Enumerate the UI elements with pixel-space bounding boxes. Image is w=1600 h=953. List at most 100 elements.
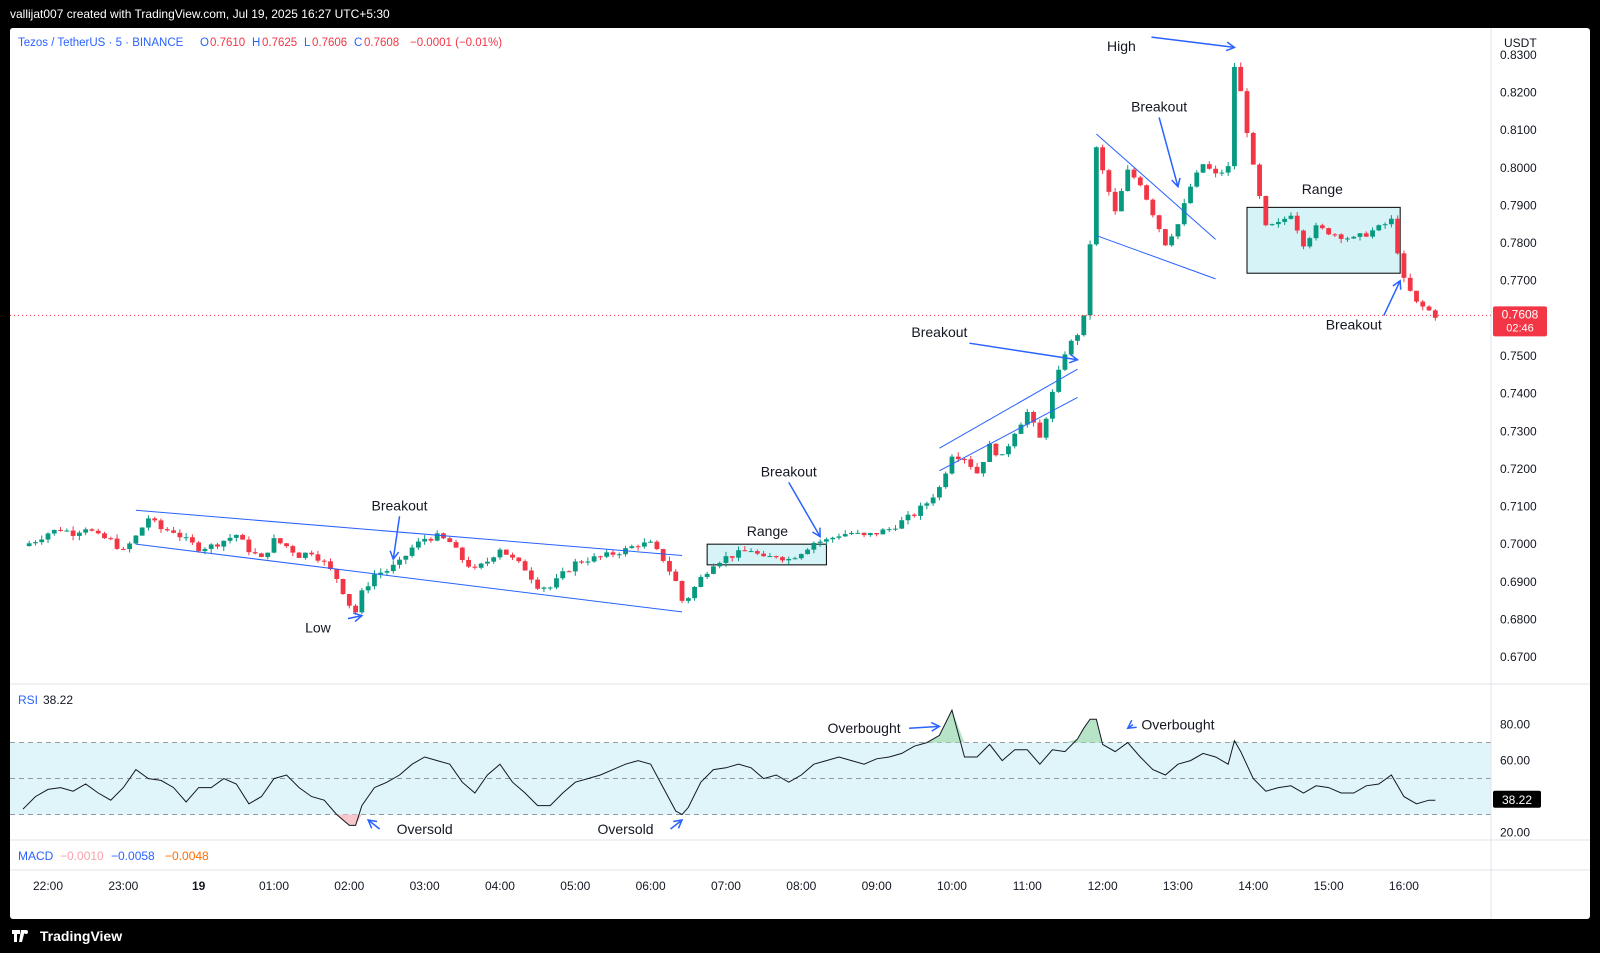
channel-lower-line (135, 543, 683, 613)
candle-down (993, 443, 999, 456)
candle-up (1345, 238, 1350, 240)
candle-up (943, 473, 949, 488)
candle-up (736, 550, 741, 558)
footer-bar[interactable]: TradingView (0, 919, 1600, 953)
candle-up (924, 503, 930, 506)
symbol-legend[interactable]: Tezos / TetherUS · 5 · BINANCE O 0.7610 … (18, 37, 502, 49)
time-axis[interactable]: 22:00 23:00 19 01:00 02:00 03:00 04:00 05:00 06:… (33, 879, 1419, 893)
time-tick-label: 19 (192, 879, 206, 893)
candle-up (591, 556, 597, 562)
ohlc-o-label: O (200, 37, 209, 49)
candle-down (459, 547, 465, 560)
annotation-label: Range (747, 523, 788, 539)
candle-up (824, 539, 829, 542)
candle-down (1263, 196, 1269, 226)
price-tick-label: 0.7300 (1500, 424, 1537, 438)
chart-svg[interactable]: Breakout Low Range Breakout Breakout Breakout… (10, 28, 1590, 919)
macd-label: MACD (18, 849, 54, 863)
candle-up (930, 497, 936, 504)
price-axis[interactable]: 0.8300 0.8200 0.8100 0.8000 0.7900 0.7800 0.77… (1500, 48, 1537, 664)
candle-up (434, 533, 440, 541)
candle-up (1225, 166, 1231, 173)
candle-down (874, 533, 880, 535)
candle-up (45, 533, 51, 540)
rsi-legend[interactable]: RSI 38.22 (18, 693, 73, 707)
rsi-value-tag[interactable]: 38.22 (1493, 790, 1541, 808)
rsi-overbought-fill (926, 710, 1241, 743)
rsi-annotation-label: Oversold (598, 821, 654, 837)
candle-up (497, 549, 503, 558)
annotation-label: Breakout (372, 497, 428, 513)
candle-up (604, 552, 610, 557)
candle-down (95, 530, 101, 534)
price-tick-label: 0.7000 (1500, 537, 1537, 551)
candle-up (1232, 66, 1237, 167)
candle-down (1100, 147, 1106, 171)
candle-up (1093, 147, 1099, 245)
candle-down (566, 571, 572, 573)
macd-legend[interactable]: MACD −0.0010 −0.0058 −0.0048 (18, 849, 209, 863)
candle-up (792, 558, 798, 560)
rsi-label: RSI (18, 693, 38, 707)
candle-down (1257, 164, 1262, 197)
candle-up (183, 537, 189, 539)
candle-up (1376, 225, 1382, 231)
rsi-axis[interactable]: 80.00 60.00 20.00 (1500, 718, 1530, 840)
candle-up (1282, 218, 1288, 222)
rsi-tick-label: 60.00 (1500, 754, 1530, 768)
candle-up (1200, 164, 1206, 173)
candle-up (1307, 238, 1313, 247)
time-tick-label: 13:00 (1163, 879, 1193, 893)
candle-down (284, 543, 289, 547)
price-tick-label: 0.7900 (1500, 198, 1537, 212)
candle-down (1414, 290, 1419, 302)
candle-down (1213, 168, 1219, 174)
candle-up (980, 461, 986, 474)
last-price-tag[interactable]: 0.7608 02:46 (1493, 306, 1547, 337)
time-tick-label: 14:00 (1238, 879, 1268, 893)
candle-down (472, 566, 478, 568)
candle-down (215, 544, 220, 547)
candle-up (585, 561, 591, 563)
candle-up (1357, 233, 1363, 237)
candle-down (177, 532, 183, 538)
price-tick-label: 0.6700 (1500, 650, 1537, 664)
rsi-line-layer (22, 708, 1436, 826)
candle-up (937, 487, 942, 498)
candle-down (1150, 199, 1156, 216)
candle-up (547, 587, 553, 589)
price-tick-label: 0.7400 (1500, 387, 1537, 401)
candle-down (58, 529, 63, 531)
candle-down (1244, 91, 1250, 133)
candle-up (685, 598, 691, 601)
arrow-head (1126, 719, 1137, 730)
candle-down (1332, 234, 1338, 236)
candle-down (70, 530, 76, 536)
candle-down (1432, 310, 1438, 318)
candle-down (466, 559, 471, 567)
price-pane[interactable] (10, 28, 1491, 684)
candle-up (987, 443, 993, 462)
candle-up (271, 538, 277, 553)
candle-down (754, 551, 760, 554)
candle-up (202, 548, 208, 552)
annotation-label: Breakout (1326, 317, 1382, 333)
candle-down (516, 557, 522, 562)
time-tick-label: 11:00 (1013, 879, 1042, 893)
candle-down (315, 554, 321, 561)
ohlc-o-value: 0.7610 (210, 37, 245, 49)
candle-up (572, 561, 578, 572)
chart-frame[interactable]: Breakout Low Range Breakout Breakout Breakout… (10, 28, 1590, 919)
time-tick-label: 10:00 (937, 879, 967, 893)
candle-down (1395, 218, 1401, 254)
candle-up (949, 456, 955, 474)
candle-down (535, 579, 541, 589)
candle-up (711, 566, 716, 574)
currency-label[interactable]: USDT (1504, 36, 1537, 50)
candle-up (798, 554, 804, 559)
arrow-head (366, 819, 378, 829)
candle-down (598, 556, 603, 558)
annotation-label: High (1107, 38, 1136, 54)
candle-up (372, 574, 377, 587)
arrow-head (353, 612, 364, 623)
